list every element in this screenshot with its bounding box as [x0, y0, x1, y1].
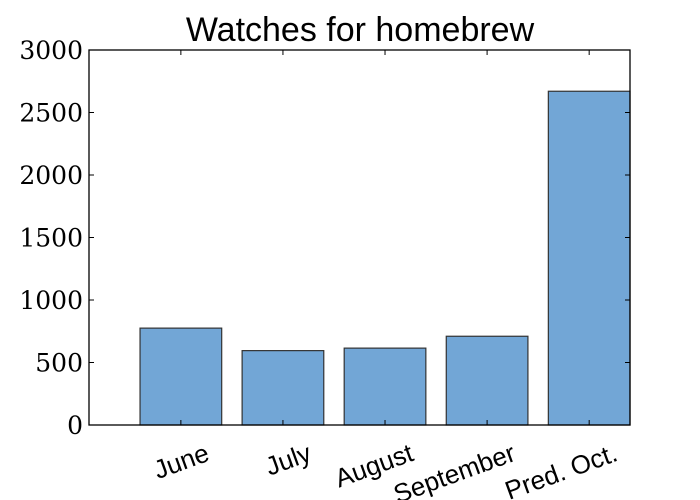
y-tick-label: 1500: [19, 224, 83, 253]
x-tick-label: June: [150, 437, 213, 484]
bar-june: [139, 327, 223, 426]
chart-title: Watches for homebrew: [186, 11, 535, 49]
y-tick-label: 0: [67, 411, 83, 440]
bar-august: [343, 347, 427, 426]
y-tick-labels: 0 500 1000 1500 2000 2500 3000: [19, 36, 83, 440]
x-tick-label: July: [261, 437, 315, 481]
y-tick-label: 1000: [19, 286, 83, 315]
plot-frame: [88, 49, 631, 426]
y-tick-label: 3000: [19, 36, 83, 65]
y-tick-label: 2500: [19, 99, 83, 128]
x-tick-label: Pred. Oct.: [501, 437, 621, 500]
y-tick-label: 500: [35, 349, 83, 378]
bar-pred-oct: [547, 90, 631, 426]
bars-group: [139, 90, 631, 426]
y-tick-label: 2000: [19, 161, 83, 190]
bar-july: [241, 350, 325, 426]
bar-september: [445, 335, 529, 426]
